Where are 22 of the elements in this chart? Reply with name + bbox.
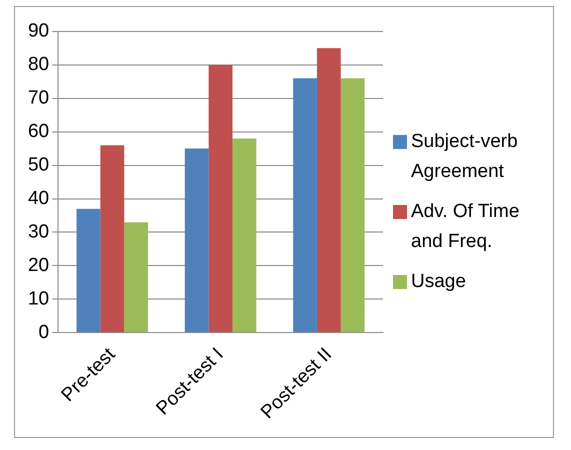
legend-label: Usage [411,270,466,294]
y-tick-label: 90 [28,20,50,42]
y-tick-label: 60 [28,121,50,142]
bar [316,48,341,332]
bar [340,78,365,332]
y-tick-label: 0 [38,322,50,343]
bar [76,208,100,332]
y-tick-label: 20 [28,254,50,276]
bar [293,78,317,332]
legend-label: Subject-verb Agreement [411,130,519,184]
y-tick-label: 70 [28,88,50,109]
y-tick-label: 10 [28,288,50,310]
y-tick-label: 40 [28,188,50,210]
bar [208,64,232,332]
bar [184,148,209,332]
y-tick-label: 50 [28,154,50,176]
bar [232,138,256,332]
y-tick-label: 30 [28,221,50,242]
bar [100,145,124,332]
legend-label: Adv. Of Time and Freq. [411,200,520,254]
y-tick-label: 80 [28,54,50,76]
bar [124,222,148,332]
